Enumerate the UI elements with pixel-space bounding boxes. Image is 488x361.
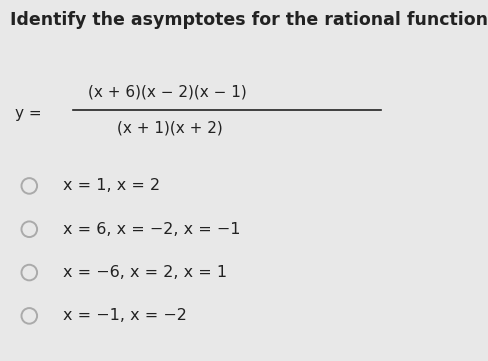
Text: x = −1, x = −2: x = −1, x = −2: [63, 308, 187, 323]
Text: x = −6, x = 2, x = 1: x = −6, x = 2, x = 1: [63, 265, 227, 280]
Text: Identify the asymptotes for the rational function.: Identify the asymptotes for the rational…: [10, 11, 488, 29]
Text: y =: y =: [15, 106, 41, 121]
Text: x = 1, x = 2: x = 1, x = 2: [63, 178, 161, 193]
Text: (x + 1)(x + 2): (x + 1)(x + 2): [117, 121, 223, 136]
Text: x = 6, x = −2, x = −1: x = 6, x = −2, x = −1: [63, 222, 241, 237]
Text: (x + 6)(x − 2)(x − 1): (x + 6)(x − 2)(x − 1): [88, 84, 246, 100]
